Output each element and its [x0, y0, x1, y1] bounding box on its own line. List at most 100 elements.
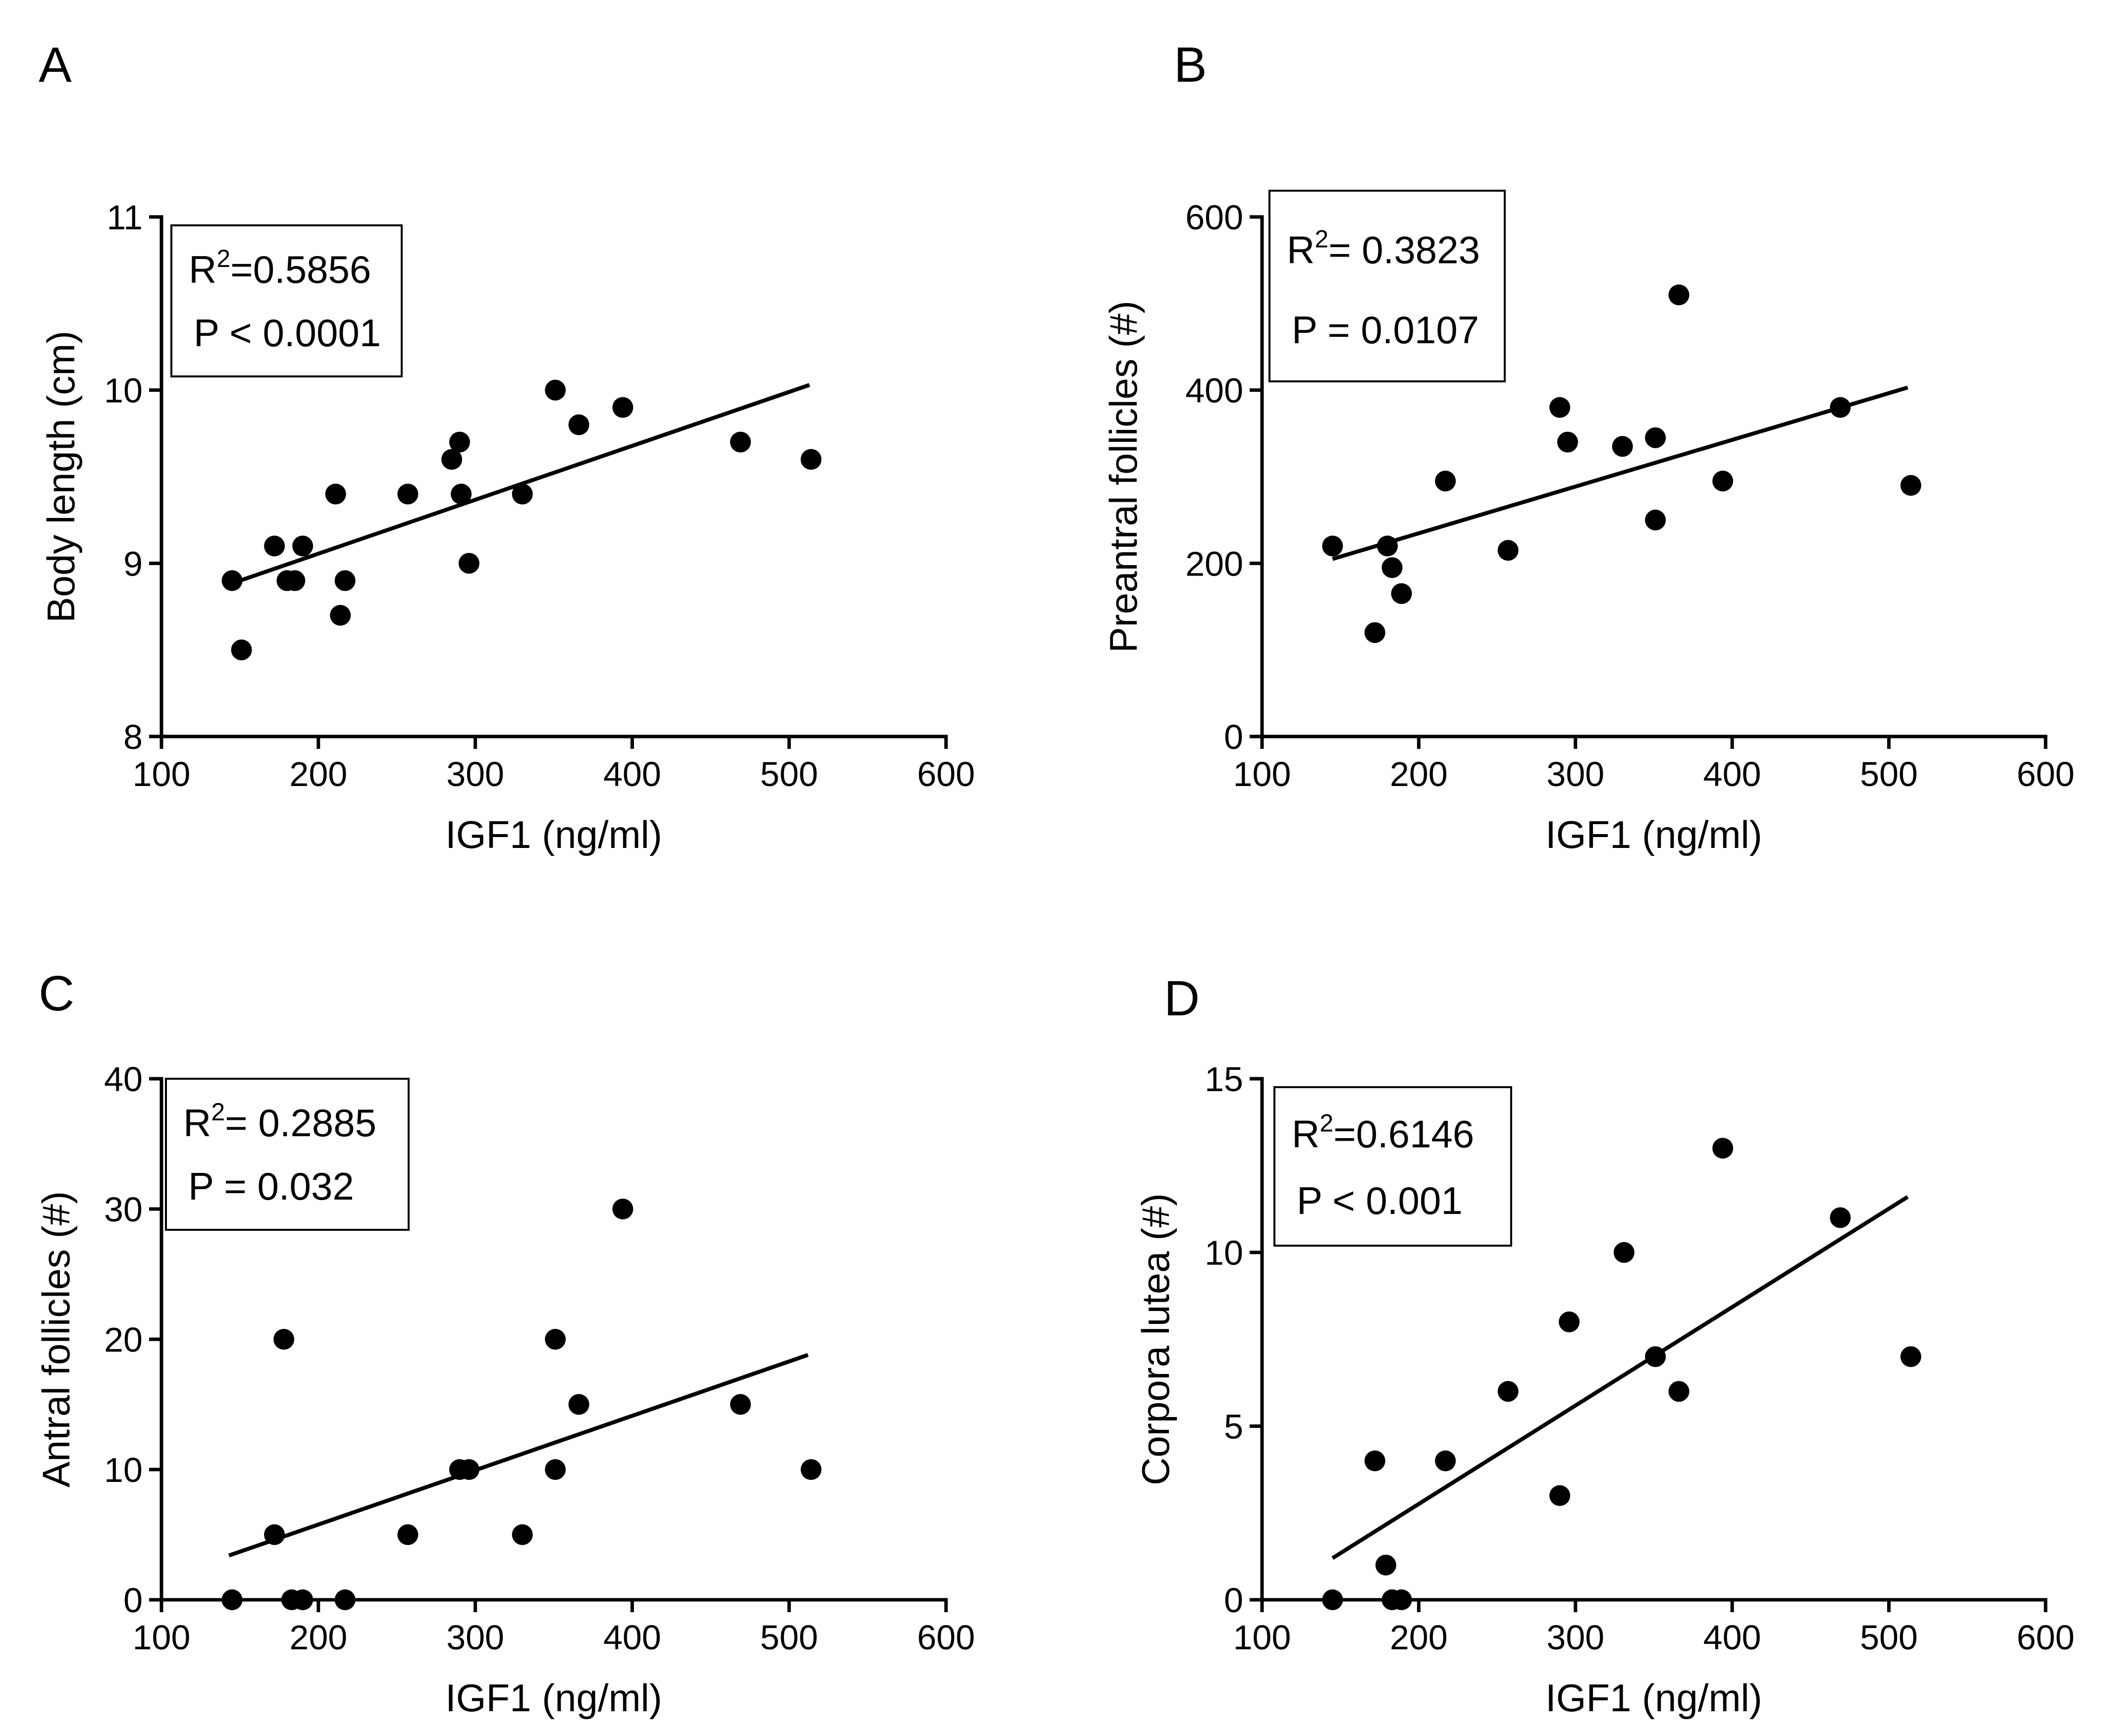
data-point — [1712, 1138, 1734, 1159]
data-point — [1557, 431, 1578, 453]
data-point — [1435, 471, 1456, 492]
data-point — [325, 483, 346, 505]
x-tick-label: 100 — [1233, 1618, 1291, 1657]
data-point — [273, 1329, 295, 1350]
data-point — [1712, 471, 1734, 492]
stats-box — [170, 224, 403, 377]
y-axis-title: Preantral follicles (#) — [1102, 301, 1145, 653]
panel-c: C 100 200 300 400 500 600 0 10 20 30 40 IGF1 (ng/ml)… — [34, 966, 975, 1720]
x-tick-label: 200 — [1390, 755, 1448, 793]
y-axis-title: Antral follicles (#) — [34, 1191, 78, 1487]
p-value-text: P < 0.001 — [1297, 1179, 1463, 1222]
data-point — [730, 431, 751, 453]
data-point — [292, 1589, 314, 1610]
y-tick-label: 9 — [123, 544, 143, 583]
x-tick-label: 200 — [289, 1618, 347, 1657]
regression-line — [1331, 1195, 1909, 1560]
data-point — [449, 431, 470, 453]
x-tick-label: 100 — [133, 755, 191, 793]
x-tick-label: 400 — [603, 1618, 661, 1657]
data-point — [1497, 1381, 1519, 1402]
r-squared-text: R2= 0.2885 — [183, 1098, 376, 1145]
data-point — [284, 570, 306, 591]
y-axis-title: Corpora lutea (#) — [1134, 1193, 1177, 1485]
x-tick-label: 300 — [1546, 1618, 1604, 1657]
x-tick-label: 500 — [760, 755, 818, 793]
panel-b: B 100 200 300 400 500 600 0 200 400 600 IGF1 (ng/ml… — [1102, 37, 2074, 856]
x-tick-label: 400 — [1703, 755, 1761, 793]
y-tick-label: 10 — [104, 1451, 143, 1489]
data-point — [612, 397, 633, 418]
panel-a: A 100 200 300 400 500 600 8 9 10 11 IGF1 (ng/ml) Bod… — [39, 37, 975, 856]
y-tick-label: 40 — [104, 1060, 143, 1099]
data-point — [231, 639, 252, 661]
r-squared-text: R2= 0.3823 — [1287, 225, 1480, 271]
x-tick-label: 200 — [1390, 1618, 1448, 1657]
r-squared-text: R2=0.5856 — [189, 245, 371, 291]
data-point — [264, 535, 285, 557]
data-point — [1364, 622, 1385, 643]
data-point — [330, 605, 351, 626]
data-point — [1668, 1381, 1689, 1402]
x-axis-title: IGF1 (ng/ml) — [445, 813, 662, 856]
x-tick-label: 100 — [1233, 755, 1291, 793]
y-tick-label: 5 — [1224, 1407, 1243, 1446]
data-point — [545, 379, 566, 401]
stats-box — [1268, 190, 1506, 382]
x-tick-label: 600 — [2017, 1618, 2075, 1657]
x-tick-label: 600 — [917, 1618, 975, 1657]
x-tick-label: 500 — [760, 1618, 818, 1657]
data-point — [1645, 427, 1666, 448]
y-tick-label: 400 — [1185, 371, 1243, 410]
panel-letter: B — [1174, 37, 1207, 93]
panel-letter: D — [1164, 971, 1200, 1026]
data-point — [1377, 535, 1398, 557]
y-tick-label: 0 — [1224, 1581, 1243, 1620]
y-tick-label: 200 — [1185, 544, 1243, 583]
data-point — [1435, 1450, 1456, 1472]
data-point — [1613, 1242, 1634, 1263]
data-point — [221, 570, 243, 591]
regression-line — [239, 383, 810, 583]
regression-line — [228, 1353, 809, 1558]
data-point — [458, 1459, 479, 1480]
regression-line — [1332, 385, 1908, 561]
data-point — [1322, 1589, 1343, 1610]
y-tick-label: 600 — [1185, 198, 1243, 237]
panel-letter: C — [39, 966, 74, 1021]
y-tick-label: 10 — [104, 371, 143, 410]
data-point — [1549, 397, 1571, 418]
y-axis-title: Body length (cm) — [39, 331, 83, 623]
data-point — [1612, 436, 1633, 457]
p-value-text: P = 0.032 — [188, 1164, 354, 1208]
data-point — [264, 1524, 285, 1545]
stats-box — [1273, 1086, 1512, 1247]
data-point — [1322, 535, 1343, 557]
y-tick-label: 0 — [1224, 718, 1243, 756]
data-point — [1375, 1554, 1396, 1576]
data-point — [568, 414, 589, 435]
data-point — [1645, 509, 1666, 530]
y-tick-label: 10 — [1205, 1234, 1243, 1272]
data-point — [1549, 1485, 1571, 1506]
x-tick-label: 200 — [289, 755, 347, 793]
y-tick-label: 8 — [123, 718, 143, 756]
data-point — [730, 1394, 751, 1415]
data-point — [221, 1589, 243, 1610]
panel-letter: A — [39, 37, 72, 93]
data-point — [568, 1394, 589, 1415]
x-axis-title: IGF1 (ng/ml) — [445, 1676, 662, 1720]
data-point — [1497, 540, 1519, 561]
x-tick-label: 400 — [603, 755, 661, 793]
data-point — [1645, 1346, 1666, 1368]
data-point — [397, 483, 419, 505]
x-tick-label: 100 — [133, 1618, 191, 1657]
data-point — [1391, 1589, 1412, 1610]
x-tick-label: 300 — [446, 755, 504, 793]
data-point — [334, 570, 356, 591]
x-tick-label: 600 — [917, 755, 975, 793]
data-point — [458, 553, 479, 574]
data-point — [1364, 1450, 1385, 1472]
data-point — [1830, 1207, 1851, 1228]
data-point — [512, 483, 533, 505]
